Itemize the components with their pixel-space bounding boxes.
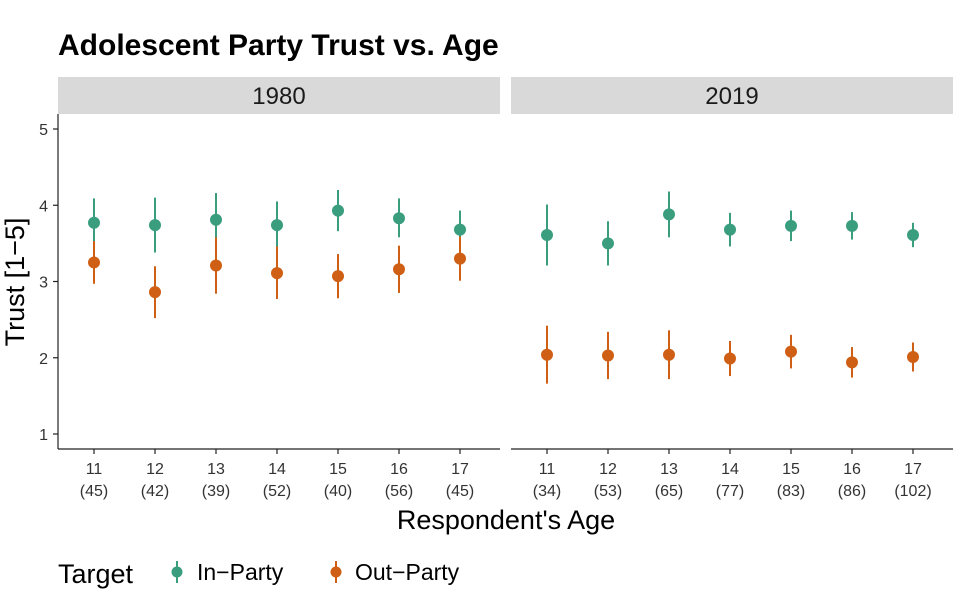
x-tick-label-age: 14 <box>268 461 286 478</box>
x-tick-label-n: (45) <box>446 483 474 500</box>
facet-strip-2019 <box>511 77 953 114</box>
x-tick-label-age: 12 <box>599 461 617 478</box>
x-tick-label-n: (52) <box>263 483 291 500</box>
out-party-point <box>393 263 405 276</box>
x-tick-label-age: 14 <box>721 461 739 478</box>
out-party-point <box>271 267 283 280</box>
y-tick-label: 1 <box>39 427 48 444</box>
legend-item-in-party: In−Party <box>171 559 284 585</box>
x-tick-label-age: 12 <box>146 461 164 478</box>
y-tick-label: 4 <box>39 198 48 215</box>
legend-title: Target <box>58 559 134 589</box>
x-tick-label-n: (102) <box>894 483 931 500</box>
x-tick-label-age: 17 <box>451 461 469 478</box>
x-tick-label-n: (53) <box>594 483 622 500</box>
in-party-point <box>663 208 675 221</box>
x-tick-label-n: (77) <box>716 483 744 500</box>
legend-label-in-party: In−Party <box>197 559 284 585</box>
in-party-point <box>541 228 553 241</box>
out-party-point <box>88 256 100 269</box>
x-tick-label-age: 16 <box>843 461 861 478</box>
x-tick-label-age: 11 <box>539 461 556 478</box>
out-party-point <box>907 350 919 363</box>
x-tick-label-n: (39) <box>202 483 230 500</box>
facet-strip-1980 <box>58 77 500 114</box>
chart-title: Adolescent Party Trust vs. Age <box>58 29 499 62</box>
y-axis-title: Trust [1−5] <box>0 218 30 347</box>
out-party-point <box>663 348 675 361</box>
facet-label-1980: 1980 <box>252 83 305 110</box>
y-tick-label: 3 <box>39 275 48 292</box>
in-party-point <box>88 216 100 229</box>
out-party-point <box>210 259 222 272</box>
out-party-point <box>602 349 614 362</box>
out-party-point <box>846 356 858 369</box>
in-party-point <box>785 219 797 232</box>
x-tick-label-age: 15 <box>782 461 800 478</box>
x-axis-ticks: 11 (45) 12 (42) 13 (39) 14 (52) 15 (40) 16 (56) 17 (4… <box>80 449 932 500</box>
x-tick-label-n: (42) <box>141 483 169 500</box>
legend-label-out-party: Out−Party <box>355 559 460 585</box>
x-tick-label-age: 13 <box>207 461 225 478</box>
x-tick-label-n: (86) <box>838 483 866 500</box>
x-tick-label-n: (40) <box>324 483 352 500</box>
x-tick-label-n: (65) <box>655 483 683 500</box>
in-party-point <box>454 223 466 236</box>
out-party-point <box>724 352 736 365</box>
in-party-point <box>602 237 614 250</box>
in-party-point <box>271 219 283 232</box>
x-tick-label-age: 17 <box>904 461 922 478</box>
x-tick-label-n: (34) <box>533 483 561 500</box>
out-party-point <box>332 270 344 283</box>
legend-swatch-dot <box>330 566 342 578</box>
in-party-point <box>724 223 736 236</box>
facet-label-2019: 2019 <box>705 83 758 110</box>
in-party-point <box>149 219 161 232</box>
x-tick-label-age: 13 <box>660 461 678 478</box>
legend-item-out-party: Out−Party <box>330 559 460 585</box>
y-tick-label: 2 <box>39 351 48 368</box>
x-tick-label-age: 16 <box>390 461 408 478</box>
y-axis-ticks: 1 2 3 4 5 <box>39 122 58 444</box>
in-party-point <box>393 212 405 225</box>
x-tick-label-age: 15 <box>329 461 347 478</box>
in-party-point <box>846 219 858 232</box>
out-party-point <box>149 286 161 299</box>
y-tick-label: 5 <box>39 122 48 139</box>
x-tick-label-n: (56) <box>385 483 413 500</box>
legend-swatch-dot <box>171 566 183 578</box>
data-marks <box>88 190 919 384</box>
in-party-point <box>210 213 222 226</box>
out-party-point <box>541 348 553 361</box>
x-tick-label-n: (45) <box>80 483 108 500</box>
in-party-point <box>332 204 344 217</box>
x-axis-title: Respondent's Age <box>397 505 615 535</box>
out-party-point <box>785 345 797 358</box>
x-tick-label-n: (83) <box>777 483 805 500</box>
in-party-point <box>907 228 919 241</box>
x-tick-label-age: 11 <box>86 461 103 478</box>
out-party-point <box>454 252 466 265</box>
